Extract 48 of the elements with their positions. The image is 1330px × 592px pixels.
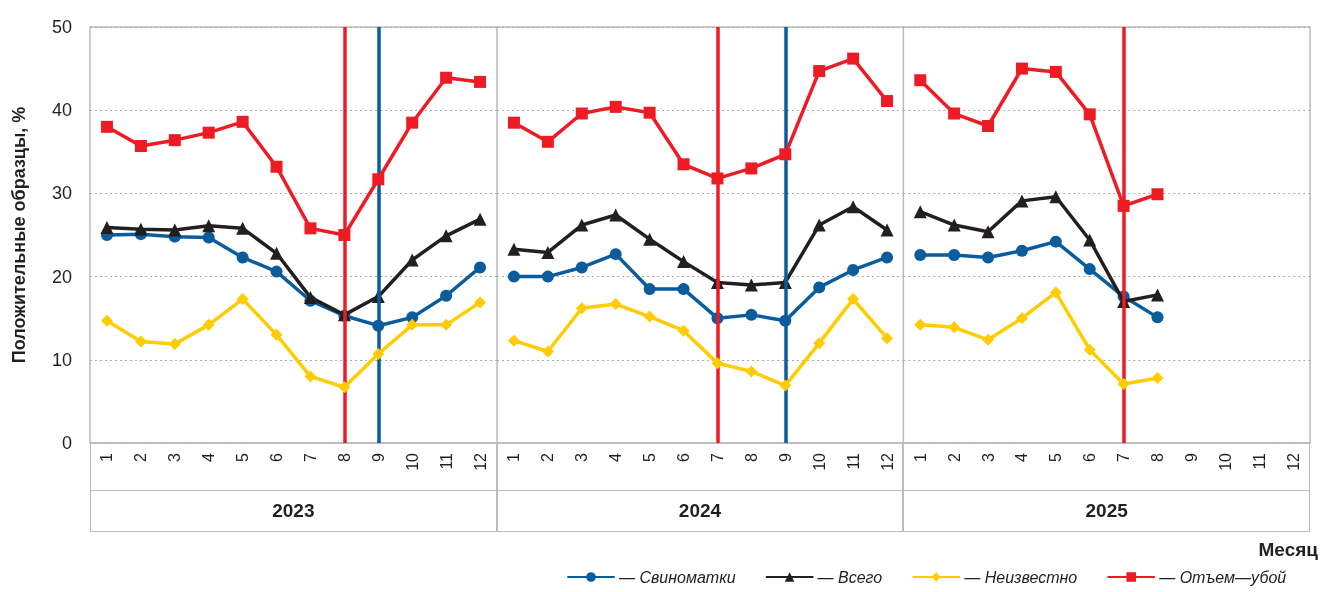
x-tick-label: 1 [911,452,929,462]
x-tick-label: 2 [945,452,963,462]
y-tick-label: 30 [51,183,72,204]
x-tick-label: 9 [369,452,387,462]
x-tick-label: 10 [403,452,421,471]
y-axis-title: Положительные образцы, % [9,106,29,364]
x-tick-label: 1 [505,452,523,462]
x-tick-label: 6 [268,452,286,462]
x-tick-label: 5 [1047,452,1065,462]
x-tick-label: 6 [1081,452,1099,462]
x-tick-label: 2 [539,452,557,462]
x-tick-label: 12 [471,452,489,471]
legend-label: — Свиноматки [618,568,736,586]
x-tick-label: 2 [132,452,150,462]
y-tick-label: 0 [61,433,72,453]
x-tick-label: 8 [335,452,353,462]
x-tick-label: 7 [1115,452,1133,462]
x-tick-label: 1 [98,452,116,462]
x-tick-label: 3 [572,452,590,462]
x-axis-title: Месяц [1258,539,1319,560]
x-tick-label: 7 [301,452,319,462]
x-tick-label: 4 [606,452,624,462]
x-tick-label: 12 [878,452,896,471]
x-tick-label: 9 [1182,452,1200,462]
x-tick-label: 10 [1216,452,1234,471]
legend-label: — Отъем—убой [1158,568,1287,586]
x-tick-label: 5 [234,452,252,462]
x-tick-label: 8 [742,452,760,462]
x-tick-label: 12 [1284,452,1302,471]
x-tick-label: 4 [200,452,218,462]
x-tick-label: 3 [979,452,997,462]
x-tick-label: 11 [1250,452,1268,470]
y-tick-label: 40 [51,100,72,121]
x-tick-label: 9 [776,452,794,462]
x-tick-label: 10 [810,452,828,471]
x-tick-label: 7 [708,452,726,462]
x-tick-label: 11 [844,452,862,470]
legend-label: — Всего [816,568,883,586]
x-tick-label: 5 [640,452,658,462]
y-tick-label: 50 [51,17,72,37]
y-tick-label: 20 [51,266,72,287]
x-tick-label: 6 [674,452,692,462]
y-tick-label: 10 [51,349,72,370]
legend-label: — Неизвестно [963,568,1078,586]
x-tick-label: 8 [1149,452,1166,462]
x-tick-label: 3 [166,452,184,462]
x-tick-label: 11 [437,452,455,470]
x-tick-label: 4 [1013,452,1031,462]
